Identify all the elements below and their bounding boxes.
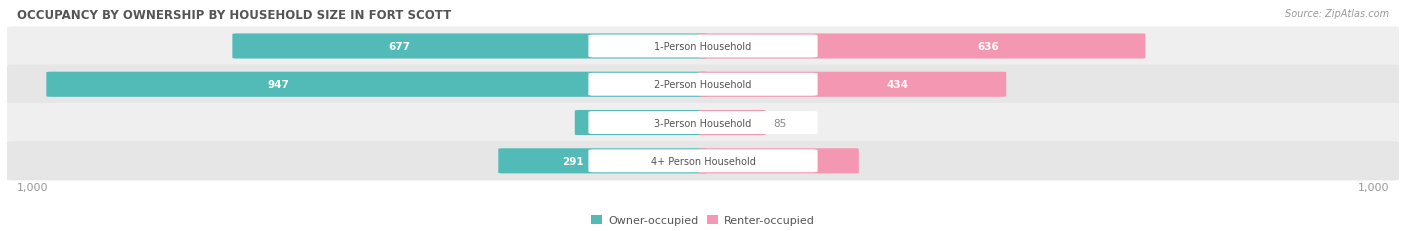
FancyBboxPatch shape bbox=[588, 73, 818, 96]
Text: 4+ Person Household: 4+ Person Household bbox=[651, 156, 755, 166]
Text: Source: ZipAtlas.com: Source: ZipAtlas.com bbox=[1285, 9, 1389, 19]
FancyBboxPatch shape bbox=[699, 149, 859, 174]
Text: 291: 291 bbox=[562, 156, 583, 166]
Text: 1,000: 1,000 bbox=[1358, 182, 1389, 192]
FancyBboxPatch shape bbox=[588, 112, 818, 134]
FancyBboxPatch shape bbox=[7, 27, 1399, 66]
Text: 85: 85 bbox=[773, 118, 786, 128]
FancyBboxPatch shape bbox=[7, 142, 1399, 181]
Text: 636: 636 bbox=[977, 42, 998, 52]
FancyBboxPatch shape bbox=[699, 34, 1146, 59]
Text: 1,000: 1,000 bbox=[17, 182, 48, 192]
FancyBboxPatch shape bbox=[575, 110, 707, 136]
Legend: Owner-occupied, Renter-occupied: Owner-occupied, Renter-occupied bbox=[592, 215, 814, 225]
Text: 434: 434 bbox=[886, 80, 908, 90]
Text: 180: 180 bbox=[612, 118, 633, 128]
FancyBboxPatch shape bbox=[699, 72, 1007, 97]
Text: 220: 220 bbox=[790, 156, 813, 166]
FancyBboxPatch shape bbox=[498, 149, 707, 174]
FancyBboxPatch shape bbox=[7, 65, 1399, 104]
Text: 1-Person Household: 1-Person Household bbox=[654, 42, 752, 52]
FancyBboxPatch shape bbox=[588, 35, 818, 58]
FancyBboxPatch shape bbox=[232, 34, 707, 59]
Text: 2-Person Household: 2-Person Household bbox=[654, 80, 752, 90]
Text: 3-Person Household: 3-Person Household bbox=[654, 118, 752, 128]
Text: OCCUPANCY BY OWNERSHIP BY HOUSEHOLD SIZE IN FORT SCOTT: OCCUPANCY BY OWNERSHIP BY HOUSEHOLD SIZE… bbox=[17, 9, 451, 22]
Text: 677: 677 bbox=[389, 42, 411, 52]
FancyBboxPatch shape bbox=[7, 103, 1399, 143]
FancyBboxPatch shape bbox=[699, 110, 766, 136]
Text: 947: 947 bbox=[269, 80, 290, 90]
FancyBboxPatch shape bbox=[46, 72, 707, 97]
FancyBboxPatch shape bbox=[588, 150, 818, 173]
